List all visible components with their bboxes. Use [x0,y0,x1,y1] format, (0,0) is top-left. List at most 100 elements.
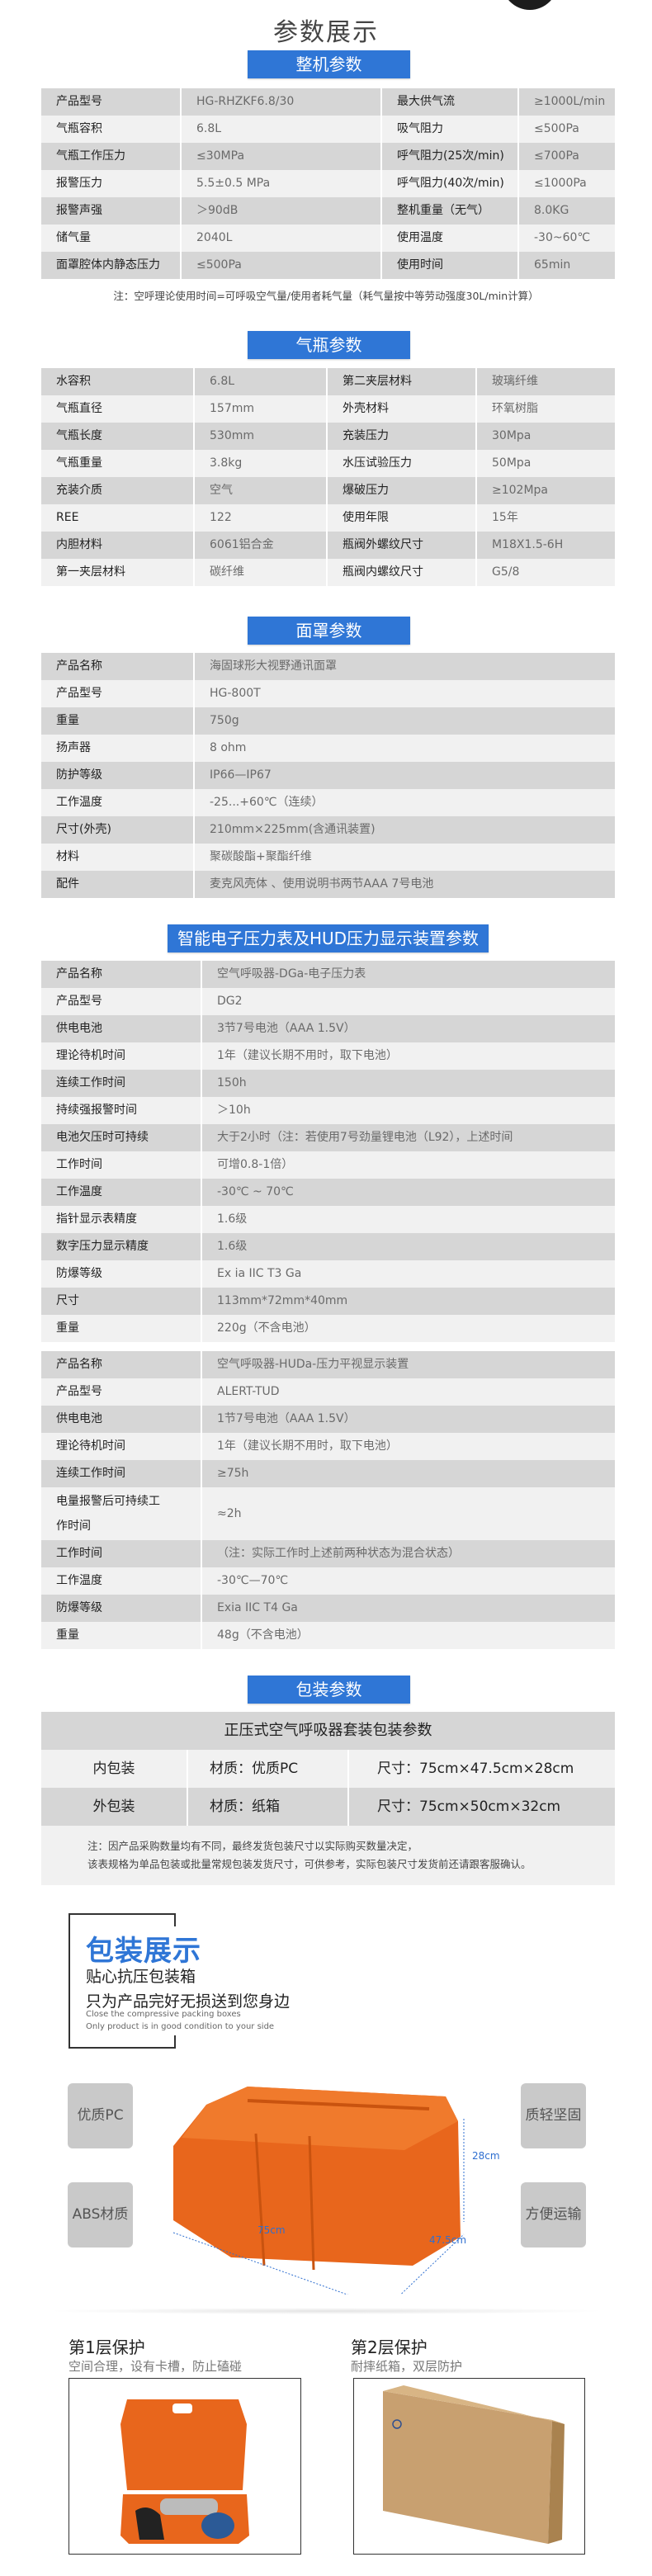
table-row: 尺寸(外壳) 210mm×225mm(含通讯装置) [41,816,615,844]
param-value: 8 ohm [210,741,247,754]
table-row: 理论待机时间 1年（建议长期不用时，取下电池） [41,1042,615,1070]
layer1-sub: 空间合理，设有卡槽，防止磕碰 [69,2359,243,2374]
param-label: REE [41,504,195,532]
param-value: 210mm×225mm(含通讯装置) [210,823,376,836]
param-value: 玻璃纤维 [492,375,538,388]
param-label: 使用年限 [328,504,477,532]
showcase-en1: Close the compressive packing boxes [86,2010,241,2019]
pack-size: 尺寸：75cm×50cm×32cm [377,1798,561,1815]
param-label: 报警声强 [41,197,182,225]
banner-packaging: 包装参数 [248,1676,410,1704]
param-label: 电量报警后可持续工作时间 [41,1487,202,1540]
param-value: 空气 [195,477,328,504]
param-label: 呼气阻力(25次/min) [382,143,519,170]
param-label: 第二夹层材料 [328,368,477,395]
param-value: ≥102Mpa [492,484,548,497]
table-row: 报警声强 ＞90dB 整机重量（无气） 8.0KG [41,197,615,225]
param-value: 150h [217,1076,247,1089]
param-label: 数字压力显示精度 [41,1233,202,1260]
param-value: 1节7号电池（AAA 1.5V） [217,1412,356,1425]
param-value: HG-800T [210,687,261,700]
param-label: 整机重量（无气） [382,197,519,225]
carton-side [548,2420,565,2544]
param-label: 防爆等级 [41,1595,202,1622]
mask-table: 产品名称 海固球形大视野通讯面罩 产品型号 HG-800T 重量 750g 扬声器 8 ohm… [41,653,615,898]
param-value: 8.0KG [534,204,569,217]
table-row: 指针显示表精度 1.6级 [41,1206,615,1233]
param-value: 50Mpa [492,456,532,470]
table-row: 产品名称 空气呼吸器-HUDa-压力平视显示装置 [41,1351,615,1378]
case-ridge [247,2099,430,2110]
table-row: 材料 聚碳酸酯+聚酯纤维 [41,844,615,871]
table-row: 防护等级 IP66—IP67 [41,762,615,789]
pack-size: 尺寸：75cm×47.5cm×28cm [377,1761,574,1777]
param-label: 供电电池 [41,1015,202,1042]
table-row: 理论待机时间 1年（建议长期不用时，取下电池） [41,1433,615,1460]
case-top-face [182,2087,458,2150]
dim-width-line [399,2233,465,2295]
param-label: 爆破压力 [328,477,477,504]
banner-cylinder: 气瓶参数 [248,331,410,359]
param-label: 产品型号 [41,680,195,707]
layer1-image-frame [69,2378,301,2555]
dim-width-label: 47.5cm [429,2234,467,2246]
badge-light: 质轻坚固 [521,2083,586,2148]
table-row: 尺寸 113mm*72mm*40mm [41,1288,615,1315]
param-label: 重量 [41,1622,202,1649]
param-value: HG-RHZKF6.8/30 [182,88,382,116]
param-value: （注：实际工作时上述前两种状态为混合状态） [217,1547,460,1560]
param-value: 1.6级 [217,1212,248,1226]
param-label: 充装介质 [41,477,195,504]
param-value: 空气呼吸器-HUDa-压力平视显示装置 [217,1358,409,1371]
param-label: 最大供气流 [382,88,519,116]
table-row: 产品型号 DG2 [41,988,615,1015]
layer2-title: 第2层保护 [351,2337,428,2357]
param-value: ≤500Pa [182,252,382,279]
packaging-table: 正压式空气呼吸器套装包装参数 内包装 材质：优质PC 尺寸：75cm×47.5c… [41,1712,615,1885]
param-label: 报警压力 [41,170,182,197]
table-row: 防爆等级 Ex ia IIC T3 Ga [41,1260,615,1288]
param-label: 工作时间 [41,1151,202,1179]
table-row: 重量 48g（不含电池） [41,1622,615,1649]
table-row: 配件 麦克风壳体 、使用说明书两节AAA 7号电池 [41,871,615,898]
showcase-en2: Only product is in good condition to you… [86,2022,275,2031]
param-label: 供电电池 [41,1406,202,1433]
param-label: 产品名称 [41,653,195,680]
param-value: -25...+60℃（连续） [210,796,324,809]
param-value: 麦克风壳体 、使用说明书两节AAA 7号电池 [210,877,434,891]
table-row: 气瓶直径 157mm 外壳材料 环氧树脂 [41,395,615,423]
table-row: 重量 750g [41,707,615,735]
table-row: 工作时间 （注：实际工作时上述前两种状态为混合状态） [41,1540,615,1567]
param-value: 碳纤维 [195,559,328,586]
showcase-bracket [69,1913,176,2049]
param-label: 充装压力 [328,423,477,450]
table-row: 产品型号 HG-800T [41,680,615,707]
table-row: 工作温度 -25...+60℃（连续） [41,789,615,816]
param-value: 大于2小时（注：若使用7号劲量锂电池（L92），上述时间 [217,1131,513,1144]
param-label: 防护等级 [41,762,195,789]
top-decoration [502,0,558,10]
param-value: 220g（不含电池） [217,1321,316,1335]
open-case-image [120,2399,249,2544]
param-value: 可增0.8-1倍） [217,1158,294,1171]
param-value: IP66—IP67 [210,768,272,782]
packaging-table-header: 正压式空气呼吸器套装包装参数 [41,1712,615,1750]
param-value: ≥1000L/min [534,95,606,108]
whole-unit-table: 产品型号 HG-RHZKF6.8/30 最大供气流 ≥1000L/min 气瓶容积 6.8… [41,88,615,279]
param-value: 3.8kg [195,450,328,477]
param-label: 工作温度 [41,1567,202,1595]
table-row: 重量 220g（不含电池） [41,1315,615,1342]
param-label: 气瓶重量 [41,450,195,477]
param-label: 重量 [41,707,195,735]
table-row: 气瓶工作压力 ≤30MPa 呼气阻力(25次/min) ≤700Pa [41,143,615,170]
showcase-sub1: 贴心抗压包装箱 [86,1968,196,1986]
section-divider-shadow [45,2308,607,2314]
param-value: 30Mpa [492,429,532,442]
pack-type: 内包装 [41,1750,188,1788]
layer1-title: 第1层保护 [69,2337,145,2357]
table-row: 储气量 2040L 使用温度 -30~60℃ [41,225,615,252]
banner-gauge: 智能电子压力表及HUD压力显示装置参数 [168,924,489,952]
param-label: 面罩腔体内静态压力 [41,252,182,279]
param-label: 气瓶容积 [41,116,182,143]
badge-transport: 方便运输 [521,2182,586,2248]
